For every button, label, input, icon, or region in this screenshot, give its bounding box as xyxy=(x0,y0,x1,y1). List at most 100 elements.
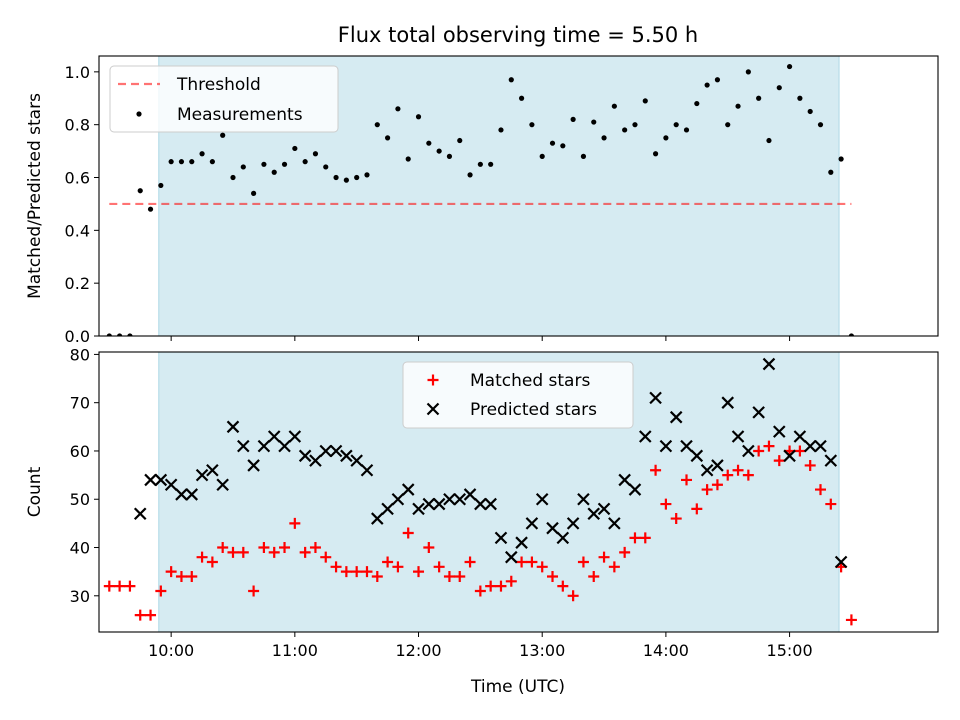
matched-stars-marker xyxy=(722,469,734,481)
predicted-stars-marker xyxy=(391,492,405,506)
measurement-point xyxy=(683,127,690,133)
predicted-stars-marker xyxy=(762,357,776,371)
p1-data-layer xyxy=(103,357,857,626)
matched-stars-marker xyxy=(340,566,352,578)
predicted-stars-marker xyxy=(669,410,683,424)
p1-axes-frame xyxy=(98,351,939,633)
p0-y-tick-label: 0.8 xyxy=(65,116,90,135)
matched-stars-marker xyxy=(732,464,744,476)
predicted-stars-marker xyxy=(690,449,704,463)
measurement-point xyxy=(384,135,391,141)
matched-stars-marker xyxy=(402,527,414,539)
matched-stars-marker xyxy=(103,580,115,592)
predicted-stars-marker xyxy=(597,502,611,516)
measurement-point xyxy=(354,174,360,181)
predicted-stars-marker xyxy=(834,555,848,569)
measurement-point xyxy=(312,151,319,157)
measurement-point xyxy=(261,161,267,167)
matched-stars-marker xyxy=(320,551,332,563)
matched-stars-marker xyxy=(598,551,610,563)
p0-axes-frame xyxy=(98,55,939,337)
ratio-panel: 0.0 0.2 0.4 0.6 0.8 1.0 Matched/Predicted star… xyxy=(25,55,939,346)
matched-stars-marker xyxy=(443,570,455,582)
measurement-point xyxy=(292,145,298,152)
matched-stars-marker xyxy=(753,445,765,457)
matched-stars-marker xyxy=(804,459,816,471)
legend-threshold-label: Threshold xyxy=(176,75,261,95)
matched-stars-marker xyxy=(567,590,579,602)
p1-y-axis-label: Count xyxy=(25,466,45,517)
predicted-stars-marker xyxy=(175,488,188,501)
measurement-point xyxy=(539,153,545,159)
measurement-point xyxy=(137,188,143,194)
matched-stars-marker xyxy=(227,546,239,558)
measurement-point xyxy=(117,333,123,336)
predicted-stars-marker xyxy=(463,488,477,501)
measurement-point xyxy=(622,127,628,133)
predicted-stars-marker xyxy=(164,478,178,492)
predicted-stars-marker xyxy=(721,396,735,409)
predicted-stars-marker xyxy=(772,425,786,438)
predicted-stars-marker xyxy=(742,444,755,458)
matched-stars-marker xyxy=(588,570,600,582)
p1-series-0 xyxy=(103,440,857,626)
matched-stars-marker xyxy=(557,580,569,592)
measurement-point xyxy=(302,159,308,165)
measurement-point xyxy=(632,122,638,128)
predicted-stars-marker xyxy=(278,439,291,453)
measurement-point xyxy=(230,174,236,181)
matched-stars-marker xyxy=(505,575,517,587)
measurement-point xyxy=(343,177,349,183)
measurement-point xyxy=(817,122,824,128)
legend-top: Threshold Measurements xyxy=(109,65,339,133)
legend-measurements-swatch xyxy=(136,111,142,117)
measurement-point xyxy=(426,140,432,146)
legend-bottom: Matched stars Predicted stars xyxy=(402,361,634,429)
measurement-point xyxy=(518,95,525,101)
matched-stars-marker xyxy=(175,570,187,582)
predicted-stars-marker xyxy=(154,473,168,487)
measurement-point xyxy=(652,151,659,157)
matched-stars-marker xyxy=(691,503,703,515)
predicted-stars-marker xyxy=(546,521,559,535)
predicted-stars-marker xyxy=(783,449,796,463)
x-tick-label: 13:00 xyxy=(519,641,565,660)
predicted-stars-marker xyxy=(803,439,817,453)
measurement-point xyxy=(642,98,648,104)
matched-stars-marker xyxy=(845,614,857,626)
measurement-point xyxy=(364,172,370,178)
predicted-stars-marker xyxy=(371,512,384,525)
matched-stars-marker xyxy=(577,556,589,568)
predicted-stars-marker xyxy=(412,502,425,516)
measurement-point xyxy=(127,333,133,336)
predicted-stars-marker xyxy=(525,517,539,530)
matched-stars-marker xyxy=(711,479,723,491)
measurement-point xyxy=(838,156,844,162)
measurement-point xyxy=(436,148,442,154)
predicted-stars-marker xyxy=(752,406,765,419)
matched-stars-marker xyxy=(495,580,507,592)
measurement-point xyxy=(745,69,751,75)
matched-stars-marker xyxy=(237,546,249,558)
legend-matched-swatch xyxy=(427,374,439,386)
predicted-stars-marker xyxy=(824,454,838,467)
measurement-point xyxy=(776,85,782,91)
measurement-point xyxy=(374,122,380,128)
matched-stars-marker xyxy=(814,484,826,496)
measurement-point xyxy=(405,156,411,162)
matched-stars-marker xyxy=(485,580,497,592)
measurement-point xyxy=(209,159,215,165)
predicted-stars-marker xyxy=(474,497,487,511)
predicted-stars-marker xyxy=(659,439,673,453)
measurement-point xyxy=(807,108,813,115)
matched-stars-marker xyxy=(268,546,280,558)
predicted-stars-marker xyxy=(133,507,147,521)
legend-predicted-label: Predicted stars xyxy=(470,400,597,420)
measurement-point xyxy=(580,153,587,159)
matched-stars-marker xyxy=(155,585,167,597)
predicted-stars-marker xyxy=(257,439,271,453)
measurement-point xyxy=(766,137,772,144)
predicted-stars-marker xyxy=(329,444,343,458)
